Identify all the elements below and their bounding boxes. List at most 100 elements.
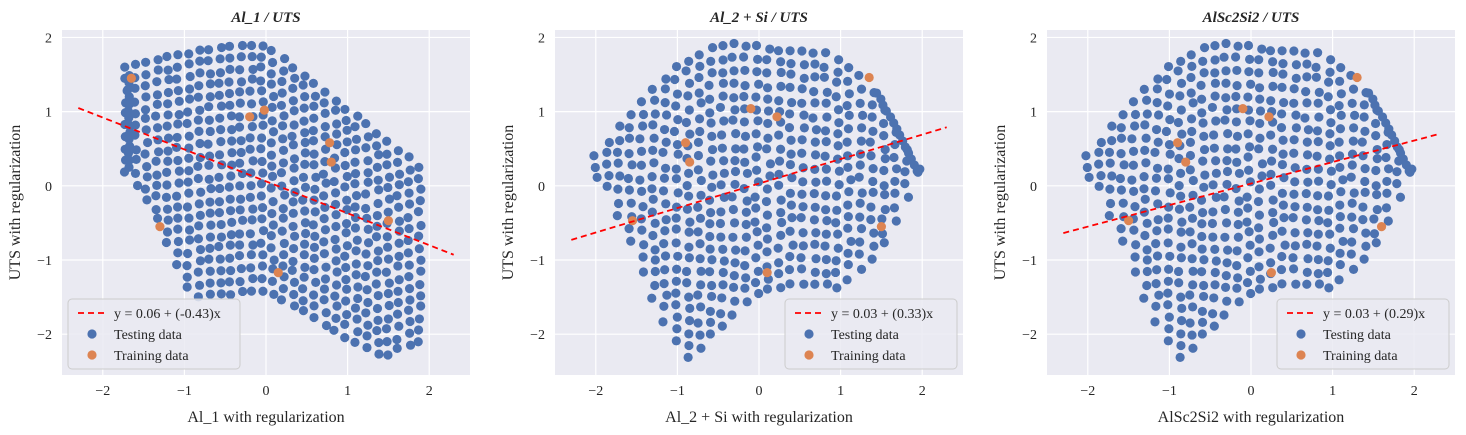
testing-point (1104, 147, 1115, 158)
testing-point (671, 101, 681, 111)
testing-point (1395, 192, 1406, 202)
testing-point (235, 205, 245, 215)
testing-point (279, 238, 289, 249)
testing-point (373, 246, 383, 256)
testing-point (300, 159, 310, 169)
testing-point (310, 207, 320, 217)
testing-point (754, 79, 764, 89)
testing-point (1257, 159, 1268, 169)
testing-point (684, 253, 694, 263)
testing-point (1187, 239, 1197, 249)
x-axis-label: Al_1 with regularization (187, 409, 344, 426)
testing-point (267, 57, 278, 68)
testing-point (1197, 329, 1207, 339)
testing-point (1372, 204, 1382, 215)
x-tick-label: 0 (263, 384, 270, 399)
testing-point (638, 252, 648, 262)
testing-point (236, 77, 247, 87)
testing-point (1163, 300, 1173, 310)
testing-point (776, 230, 786, 240)
testing-point (693, 165, 703, 175)
testing-point (319, 284, 330, 294)
testing-point (857, 123, 867, 133)
testing-point (857, 110, 868, 120)
testing-point (330, 105, 341, 115)
testing-point (382, 232, 392, 242)
testing-point (855, 149, 866, 159)
testing-point (740, 283, 750, 293)
testing-point (132, 180, 143, 191)
testing-point (227, 136, 237, 146)
testing-point (1221, 38, 1231, 49)
testing-point (1255, 118, 1265, 129)
testing-point (843, 211, 853, 222)
testing-point (309, 160, 319, 170)
testing-point (248, 64, 258, 75)
testing-point (796, 213, 806, 223)
testing-point (1220, 282, 1231, 293)
x-tick-label: −1 (177, 384, 192, 399)
testing-point (648, 230, 658, 241)
testing-point (1242, 277, 1253, 288)
testing-point (1118, 236, 1128, 246)
testing-point (1302, 267, 1312, 277)
testing-point (865, 137, 875, 147)
testing-point (1360, 126, 1370, 136)
testing-point (216, 266, 226, 276)
testing-point (193, 267, 203, 277)
testing-point (1313, 229, 1323, 239)
testing-point (361, 308, 371, 318)
testing-point (658, 186, 669, 196)
testing-point (1291, 60, 1302, 70)
testing-point (1177, 303, 1187, 313)
testing-point (405, 295, 415, 305)
testing-point (1291, 279, 1301, 289)
testing-point (638, 267, 649, 277)
testing-point (1243, 203, 1253, 213)
testing-point (299, 103, 309, 113)
testing-point (246, 181, 256, 191)
testing-point (659, 124, 670, 135)
testing-point (1139, 293, 1149, 303)
testing-point (1313, 191, 1323, 201)
testing-point (1254, 234, 1265, 244)
testing-point (405, 340, 416, 350)
testing-point (786, 59, 796, 69)
testing-point (1196, 80, 1206, 90)
testing-point (739, 144, 749, 154)
testing-point (173, 50, 183, 60)
testing-point (832, 205, 842, 215)
testing-point (740, 81, 750, 91)
testing-point (1151, 278, 1161, 289)
testing-point (184, 94, 195, 104)
testing-point (761, 196, 772, 207)
testing-point (658, 317, 668, 327)
testing-point (142, 137, 153, 148)
testing-point (1255, 94, 1265, 104)
testing-point (1115, 173, 1126, 184)
testing-point (693, 202, 703, 212)
testing-point (1244, 165, 1254, 175)
testing-point (1290, 241, 1300, 251)
testing-point (624, 224, 634, 234)
testing-point (1140, 145, 1150, 155)
testing-point (267, 102, 277, 112)
testing-point (340, 333, 350, 343)
legend-training-swatch (1296, 350, 1306, 360)
testing-point (685, 303, 695, 313)
testing-point (707, 43, 718, 53)
testing-point (124, 92, 134, 102)
testing-point (695, 61, 705, 71)
testing-point (185, 71, 195, 82)
testing-point (1383, 164, 1394, 174)
testing-point (372, 221, 382, 231)
testing-point (684, 316, 695, 326)
testing-point (1346, 249, 1356, 259)
testing-point (660, 251, 671, 261)
testing-point (300, 206, 310, 216)
testing-point (774, 96, 784, 106)
testing-point (741, 232, 751, 242)
testing-point (1107, 121, 1117, 131)
testing-point (308, 78, 318, 88)
